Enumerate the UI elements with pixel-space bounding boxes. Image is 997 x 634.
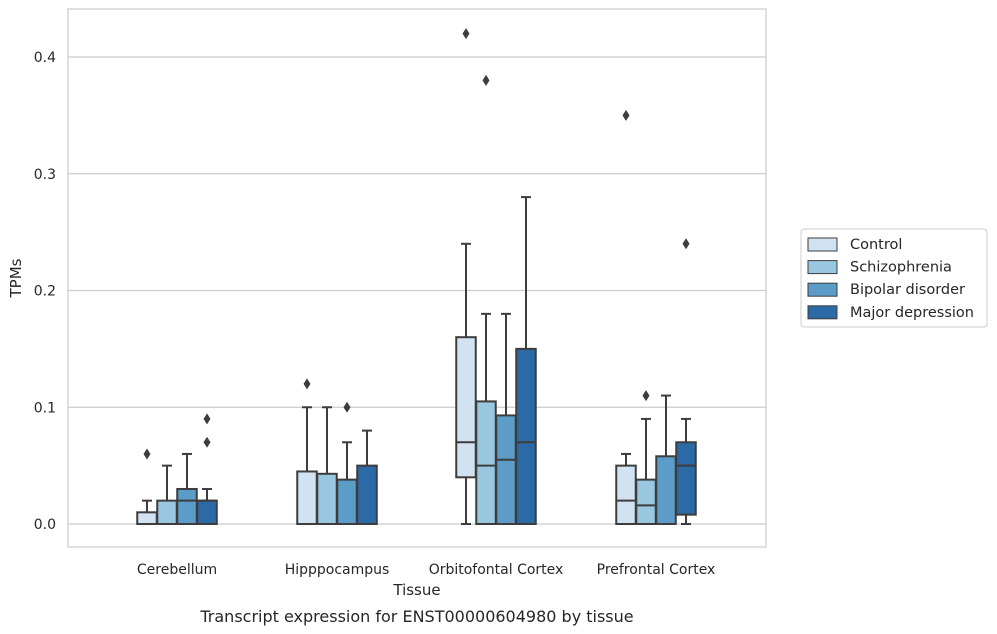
box-iqr <box>156 499 178 525</box>
outlier-point <box>622 109 630 121</box>
legend-swatch <box>807 237 838 252</box>
box-iqr <box>176 487 198 526</box>
legend-label: Bipolar disorder <box>850 282 965 298</box>
outlier-point <box>143 448 151 460</box>
legend-label: Major depression <box>850 305 974 321</box>
x-tick-label: Hipppocampus <box>285 562 390 578</box>
legend-label: Control <box>850 237 902 253</box>
y-tick-label: 0.3 <box>34 167 56 183</box>
y-tick-labels: 0.0 0.1 0.2 0.3 0.4 <box>34 50 56 533</box>
box-iqr <box>615 464 637 525</box>
box-3-0 <box>615 109 637 525</box>
box-iqr <box>196 499 218 525</box>
x-axis-label: Tissue <box>392 581 440 599</box>
box-iqr <box>136 511 158 526</box>
figure-caption: Transcript expression for ENST0000060498… <box>199 607 633 626</box>
box-2-0 <box>455 28 477 525</box>
outlier-point <box>462 28 470 40</box>
legend-swatch <box>807 282 838 297</box>
box-iqr <box>296 470 318 525</box>
outlier-point <box>203 413 211 425</box>
box-0-1 <box>156 464 178 525</box>
legend-frame <box>800 228 988 328</box>
box-iqr <box>655 455 677 525</box>
x-tick-label: Cerebellum <box>137 562 217 578</box>
y-tick-label: 0.2 <box>34 284 56 300</box>
outlier-point <box>642 390 650 402</box>
y-tick-label: 0.1 <box>34 400 56 416</box>
box-iqr <box>336 478 358 526</box>
box-2-2 <box>495 312 517 525</box>
box-3-3 <box>675 238 697 525</box>
x-tick-labels: Cerebellum Hipppocampus Orbitofontal Corte… <box>137 562 715 578</box>
x-tick-label: Prefrontal Cortex <box>597 562 716 578</box>
outlier-point <box>303 378 311 390</box>
outlier-point <box>682 238 690 250</box>
legend-swatch <box>807 305 838 320</box>
box-iqr <box>356 464 378 525</box>
y-tick-label: 0.4 <box>34 50 56 66</box>
legend-swatch <box>807 260 838 275</box>
grid-lines <box>68 56 766 525</box>
box-3-1 <box>635 390 657 526</box>
box-1-0 <box>296 378 318 525</box>
outlier-point <box>343 401 351 413</box>
box-2-1 <box>475 74 497 526</box>
y-tick-label: 0.0 <box>34 517 56 533</box>
box-iqr <box>635 478 657 526</box>
box-3-2 <box>655 394 677 525</box>
box-1-3 <box>356 429 378 525</box>
outlier-point <box>203 436 211 448</box>
y-axis-label: TPMs <box>7 258 25 298</box>
legend-label: Schizophrenia <box>850 260 952 276</box>
box-iqr <box>455 336 477 479</box>
box-iqr <box>316 472 338 525</box>
plot-area-frame <box>67 8 767 548</box>
box-iqr <box>675 441 697 516</box>
box-1-1 <box>316 406 338 525</box>
box-iqr <box>495 414 517 525</box>
boxes <box>136 28 697 526</box>
box-2-3 <box>515 196 537 525</box>
box-0-3 <box>196 413 218 525</box>
box-1-2 <box>336 401 358 526</box>
box-iqr <box>475 400 497 526</box>
box-0-0 <box>136 448 158 526</box>
x-tick-label: Orbitofontal Cortex <box>429 562 564 578</box>
box-iqr <box>515 347 537 525</box>
outlier-point <box>482 74 490 86</box>
box-0-2 <box>176 452 198 526</box>
legend: Control Schizophrenia Bipolar disorder Majo… <box>800 228 988 328</box>
